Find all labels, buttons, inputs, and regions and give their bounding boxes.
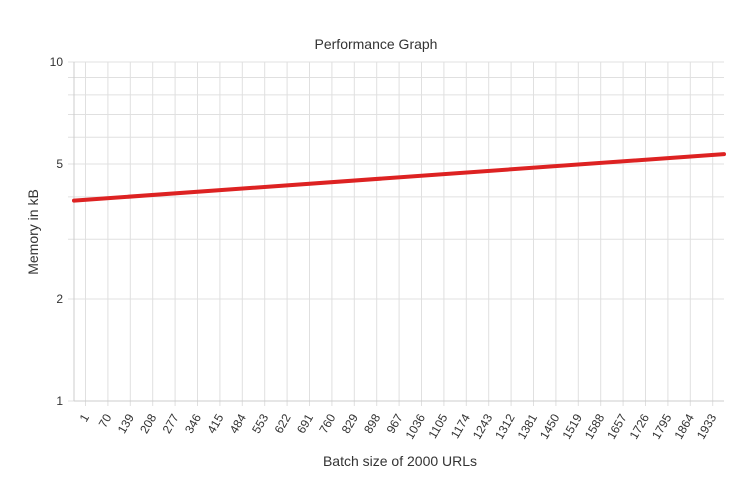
- x-tick-label: 1174: [448, 411, 473, 441]
- x-tick-label: 1519: [559, 411, 585, 441]
- x-tick-label: 1795: [649, 411, 675, 441]
- series-lines: [72, 152, 726, 203]
- x-tick-label: 1933: [694, 411, 720, 441]
- chart-title: Performance Graph: [315, 36, 438, 52]
- x-tick-label: 346: [182, 411, 204, 436]
- x-tick-label: 415: [204, 411, 226, 436]
- x-tick-label: 1: [77, 411, 93, 424]
- y-axis-title: Memory in kB: [25, 189, 41, 275]
- x-tick-label: 277: [160, 411, 182, 436]
- x-tick-labels: 1 70 139 208 277 346 415 484 553 622 691 760 829 898 9…: [77, 411, 720, 441]
- x-tick-label: 1381: [515, 411, 541, 441]
- x-tick-label: 1036: [403, 411, 429, 441]
- x-tick-label: 484: [227, 411, 249, 436]
- x-tick-label: 1657: [604, 411, 630, 441]
- x-tick-label: 1864: [671, 411, 697, 441]
- x-tick-label: 70: [96, 411, 115, 430]
- y-grid: [68, 61, 724, 402]
- x-tick-label: 967: [384, 411, 406, 436]
- x-grid: [85, 62, 714, 406]
- y-tick-labels: 1 2 5 10: [50, 55, 64, 408]
- series-line: [72, 152, 726, 203]
- x-tick-label: 1588: [582, 411, 608, 441]
- x-tick-label: 622: [272, 411, 294, 436]
- x-tick-label: 139: [115, 411, 137, 436]
- y-tick-label: 5: [56, 157, 63, 171]
- x-tick-label: 1312: [492, 411, 518, 441]
- x-tick-label: 1105: [425, 411, 450, 441]
- y-tick-label: 2: [56, 292, 63, 306]
- y-tick-label: 1: [56, 394, 63, 408]
- x-tick-label: 829: [339, 411, 361, 436]
- x-tick-label: 208: [137, 411, 159, 436]
- x-tick-label: 898: [361, 411, 383, 436]
- y-tick-label: 10: [50, 55, 64, 69]
- x-tick-label: 1450: [537, 411, 563, 441]
- x-tick-label: 1243: [470, 411, 496, 441]
- axes: [73, 62, 724, 402]
- x-axis-title: Batch size of 2000 URLs: [323, 453, 477, 469]
- x-tick-label: 691: [294, 411, 316, 436]
- x-tick-label: 760: [316, 411, 338, 436]
- x-tick-label: 1726: [627, 411, 653, 441]
- x-tick-label: 553: [249, 411, 271, 436]
